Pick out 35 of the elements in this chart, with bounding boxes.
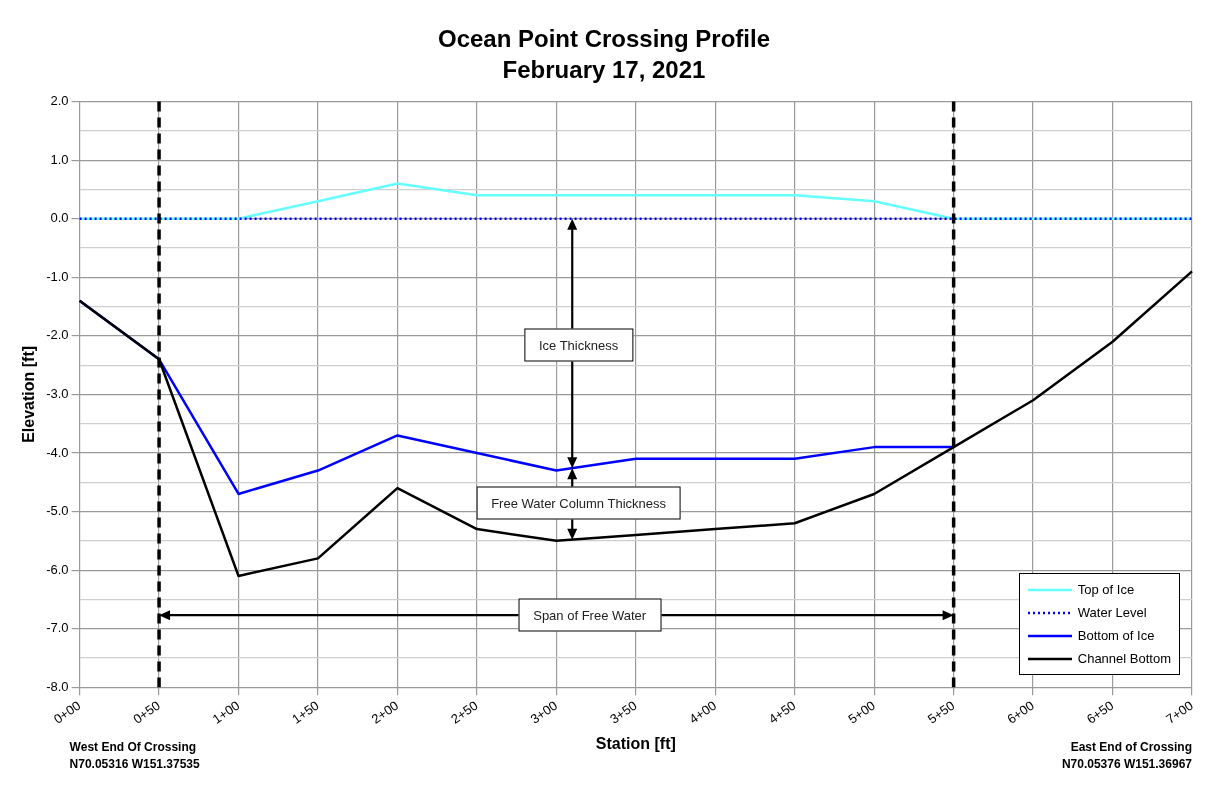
annotation: Ice Thickness	[523, 328, 634, 362]
x-tick-label: 4+00	[686, 697, 720, 727]
y-tick-label: -6.0	[46, 561, 69, 577]
y-tick-label: -3.0	[46, 385, 69, 401]
legend-label: Channel Bottom	[1077, 651, 1171, 667]
text: East End of Crossing N70.05376 W151.36967	[1061, 739, 1192, 774]
x-tick-label: 5+50	[924, 697, 958, 727]
y-tick-label: 0.0	[50, 210, 69, 226]
text: West End Of Crossing N70.05316 W151.37535	[69, 739, 200, 774]
annotation: Free Water Column Thickness	[476, 486, 681, 520]
x-tick-label: 3+50	[607, 697, 640, 727]
x-tick-label: 7+00	[1163, 697, 1196, 727]
x-tick-label: 6+00	[1004, 697, 1037, 727]
y-tick-label: -4.0	[46, 444, 69, 460]
y-tick-label: -5.0	[46, 503, 69, 519]
x-tick-label: 5+00	[845, 697, 878, 727]
x-tick-label: 3+00	[527, 697, 561, 727]
y-tick-label: -8.0	[46, 678, 69, 694]
annotation: Span of Free Water	[518, 598, 662, 632]
y-tick-label: -2.0	[46, 327, 69, 343]
legend-label: Water Level	[1077, 605, 1147, 621]
y-axis-title: Elevation [ft]	[20, 345, 38, 443]
legend-label: Top of Ice	[1077, 582, 1135, 598]
legend-label: Bottom of Ice	[1077, 628, 1155, 644]
x-tick-label: 0+50	[130, 697, 163, 727]
y-tick-label: -1.0	[46, 268, 69, 284]
chart-title: Ocean Point Crossing Profile	[437, 25, 771, 53]
y-tick-label: 1.0	[50, 151, 69, 167]
x-tick-label: 6+50	[1083, 697, 1117, 727]
x-tick-label: 4+50	[765, 697, 799, 727]
chart-subtitle: February 17, 2021	[502, 55, 706, 83]
y-tick-label: 2.0	[50, 93, 69, 109]
y-tick-label: -7.0	[46, 620, 69, 636]
x-tick-label: 0+00	[50, 697, 84, 727]
x-axis-title: Station [ft]	[595, 734, 676, 752]
